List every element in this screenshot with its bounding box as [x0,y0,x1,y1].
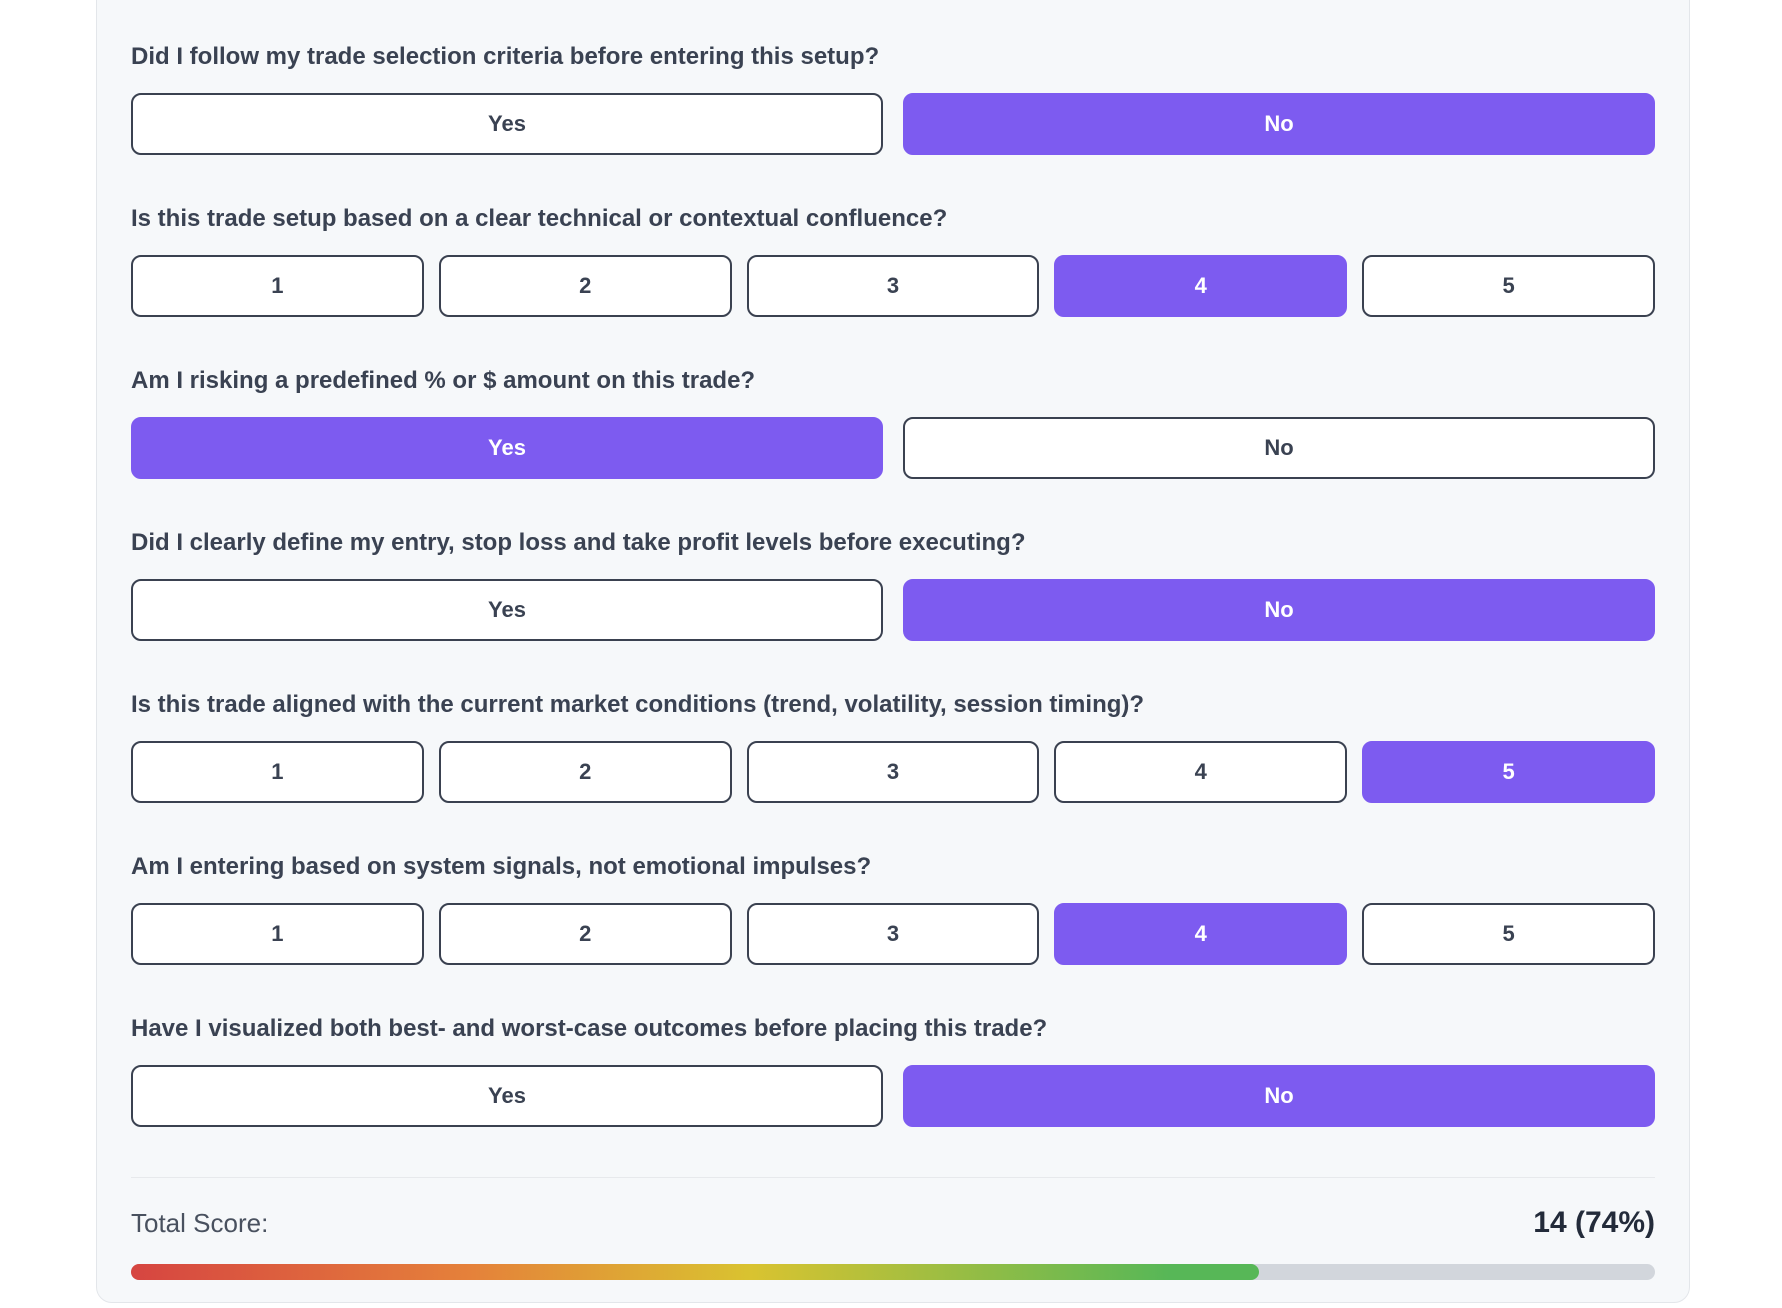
score-progress-fill [131,1264,1259,1280]
question-text: Have I visualized both best- and worst-c… [131,1015,1048,1042]
total-score-row: Total Score: 14 (74%) [131,1206,1655,1240]
question-block: Is this trade aligned with the current m… [131,691,1655,803]
question-text: Is this trade setup based on a clear tec… [131,205,948,232]
question-block: Have I visualized both best- and worst-c… [131,1015,1655,1127]
options-row: Yes No [131,579,1655,641]
option-button-4[interactable]: 4 [1054,741,1348,803]
options-row: Yes No [131,1065,1655,1127]
question-block: Is this trade setup based on a clear tec… [131,205,1655,317]
options-row: Yes No [131,93,1655,155]
option-button-4[interactable]: 4 [1054,903,1348,965]
option-button-2[interactable]: 2 [438,903,732,965]
question-block: Did I clearly define my entry, stop loss… [131,529,1655,641]
option-button-1[interactable]: 1 [131,255,424,317]
total-score-value: 14 (74%) [1533,1206,1655,1239]
question-text: Am I entering based on system signals, n… [131,853,872,880]
option-button-2[interactable]: 2 [438,741,732,803]
total-score-label: Total Score: [131,1208,269,1238]
option-button-5[interactable]: 5 [1362,255,1655,317]
question-block: Am I entering based on system signals, n… [131,853,1655,965]
trade-checklist-card: Did I follow my trade selection criteria… [96,0,1690,1303]
divider [131,1177,1655,1178]
option-button-yes[interactable]: Yes [131,93,883,155]
questions-container: Did I follow my trade selection criteria… [131,43,1655,1127]
option-button-1[interactable]: 1 [131,903,424,965]
option-button-1[interactable]: 1 [131,741,424,803]
question-text: Did I follow my trade selection criteria… [131,43,880,70]
option-button-2[interactable]: 2 [438,255,732,317]
options-row: Yes No [131,417,1655,479]
option-button-5[interactable]: 5 [1362,903,1655,965]
option-button-no[interactable]: No [903,1065,1655,1127]
question-text: Did I clearly define my entry, stop loss… [131,529,1026,556]
option-button-3[interactable]: 3 [746,903,1040,965]
score-progress-track [131,1264,1655,1280]
question-text: Is this trade aligned with the current m… [131,691,1145,718]
option-button-no[interactable]: No [903,417,1655,479]
option-button-3[interactable]: 3 [746,741,1040,803]
question-text: Am I risking a predefined % or $ amount … [131,367,756,394]
option-button-yes[interactable]: Yes [131,1065,883,1127]
option-button-yes[interactable]: Yes [131,579,883,641]
option-button-3[interactable]: 3 [746,255,1040,317]
option-button-4[interactable]: 4 [1054,255,1348,317]
option-button-yes[interactable]: Yes [131,417,883,479]
option-button-5[interactable]: 5 [1362,741,1655,803]
question-block: Am I risking a predefined % or $ amount … [131,367,1655,479]
option-button-no[interactable]: No [903,93,1655,155]
option-button-no[interactable]: No [903,579,1655,641]
question-block: Did I follow my trade selection criteria… [131,43,1655,155]
